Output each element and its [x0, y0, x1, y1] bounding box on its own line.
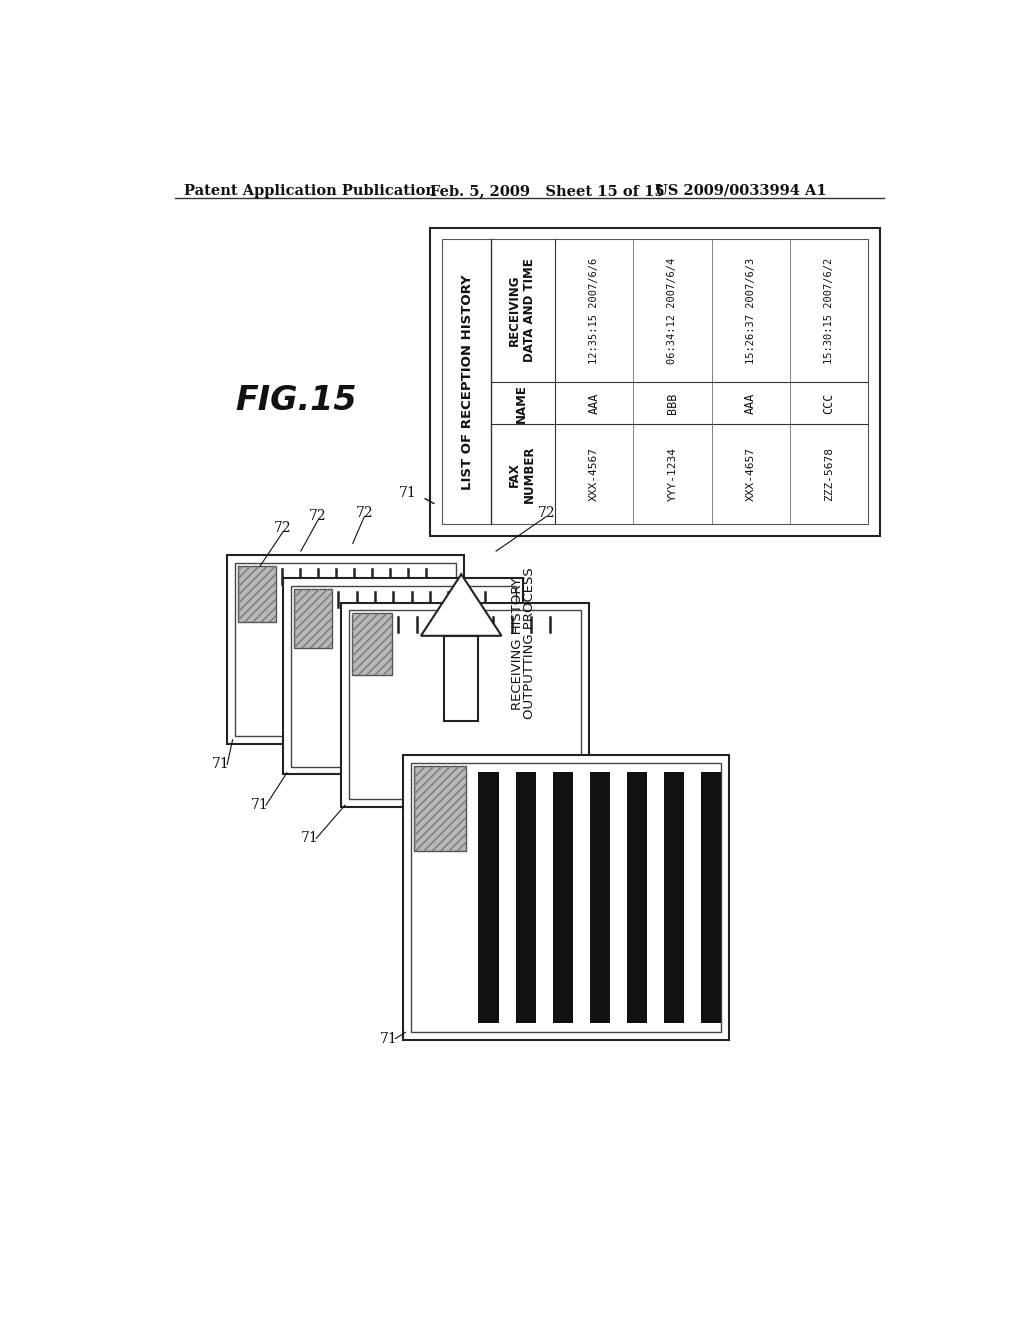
Text: 72: 72 — [309, 510, 327, 524]
Text: OUTPUTTING PROCESS: OUTPUTTING PROCESS — [523, 568, 537, 719]
Text: 15:30:15 2007/6/2: 15:30:15 2007/6/2 — [824, 257, 834, 363]
Bar — [590, 772, 609, 1023]
Text: 71: 71 — [212, 758, 229, 771]
Bar — [444, 636, 478, 721]
Text: CCC: CCC — [822, 392, 836, 413]
Text: 72: 72 — [538, 506, 555, 520]
Text: 71: 71 — [301, 832, 319, 845]
Bar — [352, 614, 391, 675]
Bar — [414, 766, 466, 851]
Text: XXX-4567: XXX-4567 — [589, 447, 599, 502]
Bar — [294, 589, 333, 648]
Text: 15:26:37 2007/6/3: 15:26:37 2007/6/3 — [745, 257, 756, 363]
Bar — [442, 239, 868, 524]
Polygon shape — [421, 574, 502, 636]
Bar — [515, 772, 536, 1023]
Bar — [414, 766, 466, 851]
Bar — [349, 610, 582, 799]
Text: 71: 71 — [251, 799, 268, 812]
Text: 71: 71 — [380, 1031, 398, 1045]
Bar — [478, 772, 499, 1023]
Text: FAX
NUMBER: FAX NUMBER — [508, 446, 536, 503]
Bar — [238, 566, 275, 622]
Bar — [234, 562, 456, 737]
Bar — [430, 227, 880, 536]
Text: 06:34:12 2007/6/4: 06:34:12 2007/6/4 — [668, 257, 678, 363]
Text: ZZZ-5678: ZZZ-5678 — [824, 447, 834, 502]
Text: RECEIVING HISTORY: RECEIVING HISTORY — [511, 577, 524, 710]
Text: 12:35:15 2007/6/6: 12:35:15 2007/6/6 — [589, 257, 599, 363]
Text: Patent Application Publication: Patent Application Publication — [183, 183, 436, 198]
Text: AAA: AAA — [588, 392, 601, 413]
Text: US 2009/0033994 A1: US 2009/0033994 A1 — [655, 183, 826, 198]
Bar — [627, 772, 647, 1023]
Bar — [227, 554, 464, 743]
Bar — [238, 566, 275, 622]
Bar — [352, 614, 391, 675]
Bar — [553, 772, 572, 1023]
Text: BBB: BBB — [666, 392, 679, 413]
Text: LIST OF RECEPTION HISTORY: LIST OF RECEPTION HISTORY — [461, 273, 473, 490]
Bar — [700, 772, 721, 1023]
Text: NAME: NAME — [515, 384, 528, 422]
Text: 71: 71 — [398, 486, 417, 500]
Text: 72: 72 — [274, 521, 292, 535]
Text: Feb. 5, 2009   Sheet 15 of 15: Feb. 5, 2009 Sheet 15 of 15 — [430, 183, 665, 198]
Bar — [664, 772, 684, 1023]
Bar — [294, 589, 333, 648]
Text: 72: 72 — [355, 506, 373, 520]
Text: XXX-4657: XXX-4657 — [745, 447, 756, 502]
Bar — [291, 586, 515, 767]
Bar — [341, 603, 589, 807]
Text: RECEIVING
DATA AND TIME: RECEIVING DATA AND TIME — [508, 259, 536, 363]
Text: FIG.15: FIG.15 — [234, 384, 356, 417]
Bar — [403, 755, 729, 1040]
Text: AAA: AAA — [744, 392, 757, 413]
Bar — [411, 763, 721, 1032]
Text: YYY-1234: YYY-1234 — [668, 447, 678, 502]
Bar — [283, 578, 523, 775]
